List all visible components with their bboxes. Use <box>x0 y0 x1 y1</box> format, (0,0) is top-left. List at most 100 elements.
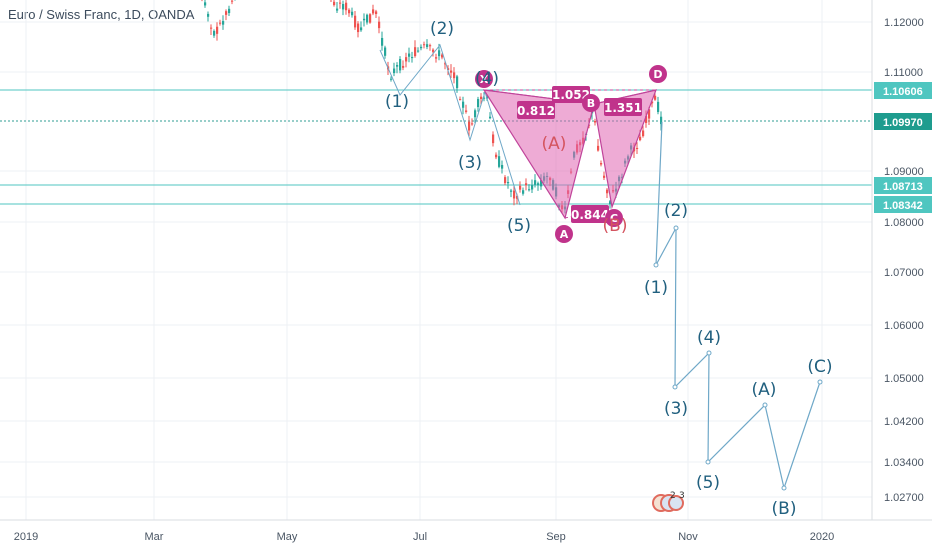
svg-text:1.09000: 1.09000 <box>884 166 924 178</box>
candle <box>360 27 363 31</box>
svg-text:1.11000: 1.11000 <box>884 67 923 79</box>
hist-wave-b: (B) <box>603 216 628 236</box>
candle <box>474 110 477 118</box>
candle <box>366 14 369 23</box>
candle <box>537 183 540 186</box>
candle <box>225 11 228 15</box>
candle <box>504 177 507 184</box>
harmonic-pattern <box>482 89 657 220</box>
candle <box>369 14 372 23</box>
candle <box>231 0 234 2</box>
ratio-label-xb: 0.812 <box>517 104 555 118</box>
pattern-point-x: X <box>480 73 489 86</box>
svg-text:1.08342: 1.08342 <box>883 200 923 212</box>
ratio-label-bd: 1.351 <box>604 101 642 115</box>
candle <box>594 120 597 123</box>
hist-wave-a: (A) <box>542 134 567 154</box>
candle <box>441 54 444 58</box>
candle <box>534 180 537 185</box>
svg-text:Jul: Jul <box>413 531 427 543</box>
ratio-label-ac: 0.844 <box>571 208 609 222</box>
price-badge-1 <box>874 82 932 99</box>
candle <box>381 37 384 46</box>
candle <box>342 3 345 10</box>
candle <box>336 8 339 11</box>
candle <box>402 65 405 68</box>
candle <box>528 189 531 191</box>
candle <box>426 44 429 48</box>
hist-wave-4: (4) <box>475 69 499 89</box>
candle <box>540 180 543 187</box>
candle <box>378 21 381 29</box>
proj-wave-5: (5) <box>696 473 720 493</box>
hist-wave-5: (5) <box>507 216 531 236</box>
historical-wave-labels: (1) (2) (3) (4) (5) (A) (B) <box>385 19 628 236</box>
event-icons[interactable]: 2 3 <box>652 491 685 512</box>
candle <box>423 44 426 46</box>
candle <box>210 27 213 29</box>
candle <box>645 116 648 123</box>
candle <box>204 2 207 6</box>
candle <box>513 190 516 199</box>
svg-text:1.12000: 1.12000 <box>884 17 924 29</box>
svg-text:2020: 2020 <box>810 531 834 543</box>
candle <box>351 11 354 16</box>
candle <box>405 57 408 62</box>
pattern-point-b-badge <box>582 94 600 112</box>
candle <box>597 145 600 151</box>
candle <box>363 18 366 21</box>
candle <box>219 22 222 24</box>
candle <box>222 21 225 25</box>
candle <box>639 136 642 141</box>
current-price-badge <box>874 113 932 130</box>
candle <box>636 147 639 149</box>
candle <box>354 15 357 28</box>
candle <box>339 2 342 4</box>
candle <box>468 121 471 131</box>
price-badge-3 <box>874 196 932 213</box>
candle <box>450 70 453 73</box>
candle <box>483 97 486 99</box>
pattern-points: X A B C D <box>475 65 667 243</box>
candle <box>375 11 378 15</box>
price-axis[interactable]: 1.12000 1.11000 1.09000 1.08000 1.07000 … <box>871 0 932 520</box>
candle <box>510 190 513 192</box>
pattern-point-a: A <box>560 228 569 241</box>
event-icon-3 <box>668 495 684 511</box>
candle <box>522 190 525 194</box>
candle <box>495 154 498 158</box>
candle <box>216 26 219 34</box>
candle <box>477 99 480 108</box>
candle <box>345 2 348 11</box>
candle <box>651 101 654 104</box>
svg-text:1.08713: 1.08713 <box>883 181 923 193</box>
candle <box>498 156 501 167</box>
candle <box>654 95 657 100</box>
time-axis[interactable]: 2019 Mar May Jul Sep Nov 2020 <box>0 519 932 550</box>
svg-text:1.04200: 1.04200 <box>884 416 924 428</box>
svg-text:Nov: Nov <box>678 531 698 543</box>
candle <box>642 130 645 137</box>
candle <box>207 13 210 17</box>
svg-text:2: 2 <box>670 491 676 501</box>
projection-wave-points <box>653 225 823 491</box>
ratio-label-xd: 1.052 <box>552 88 590 102</box>
candle <box>438 50 441 57</box>
pattern-point-c: C <box>610 212 618 225</box>
candle <box>384 47 387 56</box>
svg-text:Mar: Mar <box>145 531 164 543</box>
candle <box>489 116 492 119</box>
hist-wave-3: (3) <box>458 153 482 173</box>
candle <box>411 57 414 59</box>
candle <box>372 9 375 14</box>
pattern-point-d-badge <box>649 65 667 83</box>
svg-text:1.06000: 1.06000 <box>884 320 924 332</box>
ratio-labels: 0.812 1.052 0.844 1.351 <box>517 86 642 223</box>
candle <box>492 134 495 144</box>
pattern-point-a-badge <box>555 225 573 243</box>
candle <box>501 164 504 169</box>
candle <box>456 76 459 89</box>
candle <box>429 45 432 47</box>
candle <box>471 123 474 125</box>
